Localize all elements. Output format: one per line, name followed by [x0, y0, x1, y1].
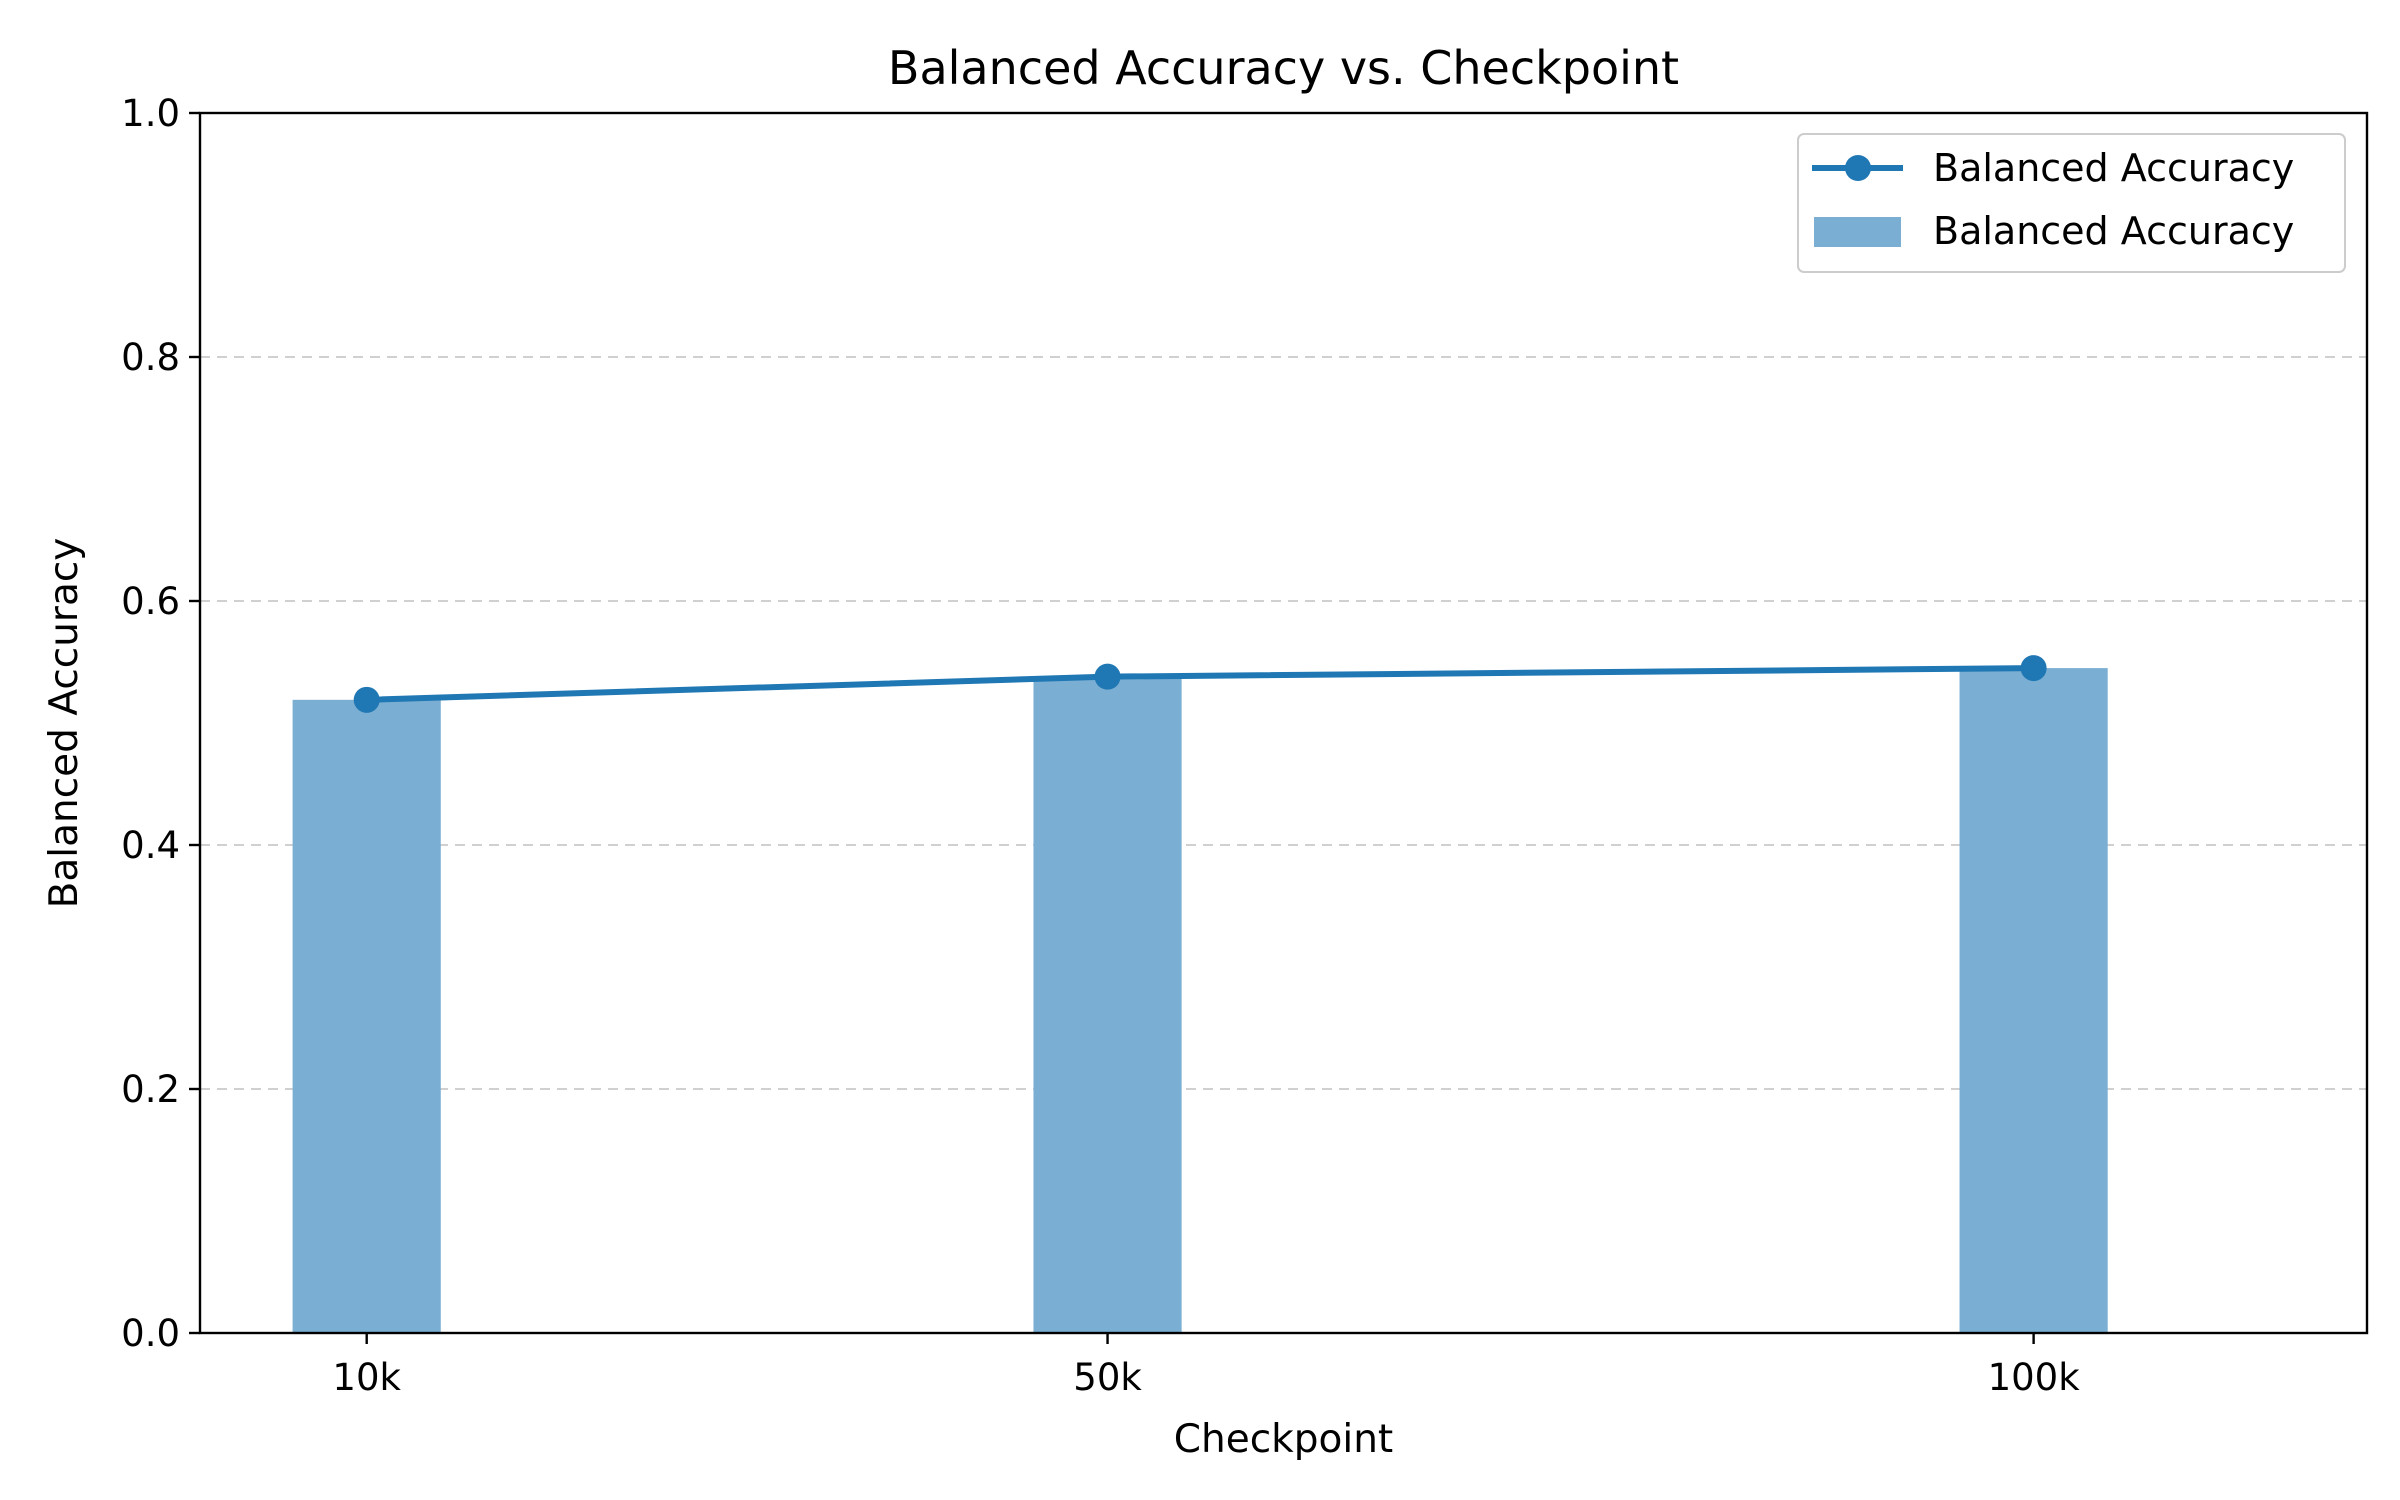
legend-line-marker — [1845, 155, 1871, 181]
x-axis-ticks: 10k 50k 100k — [332, 1333, 2080, 1399]
y-tick-label: 1.0 — [121, 92, 180, 135]
x-axis-label: Checkpoint — [1174, 1417, 1393, 1462]
y-tick-label: 0.6 — [121, 580, 180, 623]
legend: Balanced Accuracy Balanced Accuracy — [1797, 133, 2346, 273]
line-series — [353, 655, 2047, 713]
y-tick-label: 0.0 — [121, 1312, 180, 1355]
line-point-50k — [1094, 663, 1121, 690]
bar-10k — [292, 699, 441, 1333]
legend-line-label: Balanced Accuracy — [1933, 146, 2294, 190]
line-point-10k — [353, 686, 380, 713]
x-tick-label: 50k — [1073, 1356, 1142, 1399]
chart-title: Balanced Accuracy vs. Checkpoint — [888, 41, 1679, 95]
x-tick-label: 100k — [1988, 1356, 2081, 1399]
y-axis-ticks: 0.0 0.2 0.4 0.6 0.8 1.0 — [121, 92, 200, 1355]
legend-box — [1797, 133, 2346, 273]
y-tick-label: 0.8 — [121, 336, 180, 379]
line-point-100k — [2020, 655, 2047, 682]
x-tick-label: 10k — [332, 1356, 401, 1399]
bars — [292, 668, 2108, 1333]
y-tick-label: 0.4 — [121, 824, 180, 867]
bar-50k — [1033, 676, 1182, 1333]
y-axis-label: Balanced Accuracy — [42, 538, 87, 909]
accuracy-line — [363, 665, 2037, 703]
bar-100k — [1959, 668, 2108, 1333]
y-tick-label: 0.2 — [121, 1068, 180, 1111]
legend-bar-swatch — [1814, 217, 1901, 247]
plot-frame — [198, 111, 2369, 1335]
legend-bar-label: Balanced Accuracy — [1933, 209, 2294, 253]
